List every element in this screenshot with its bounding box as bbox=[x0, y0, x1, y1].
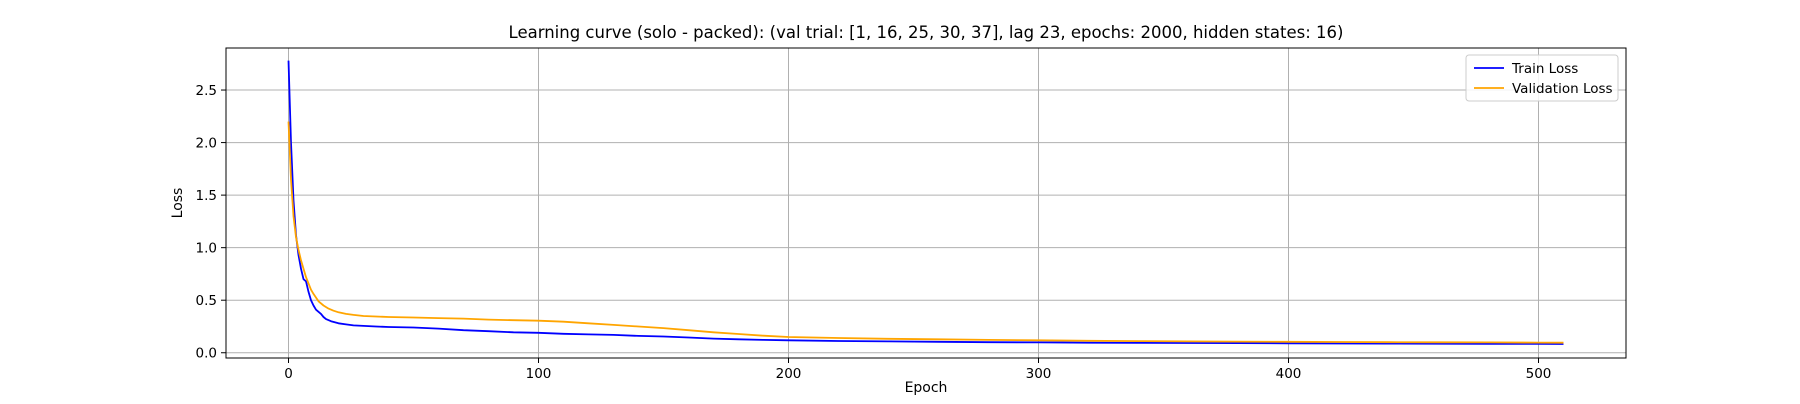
x-tick-label: 300 bbox=[1026, 366, 1052, 382]
chart-title: Learning curve (solo - packed): (val tri… bbox=[509, 23, 1344, 42]
series-line-train-loss bbox=[287, 60, 1564, 345]
x-tick-label: 0 bbox=[284, 366, 293, 382]
x-tick-label: 400 bbox=[1276, 366, 1302, 382]
x-tick-label: 100 bbox=[526, 366, 552, 382]
y-tick-label: 1.0 bbox=[196, 241, 217, 257]
series-line-validation-loss bbox=[287, 121, 1564, 344]
y-tick-label: 2.0 bbox=[196, 136, 217, 152]
legend: Train Loss Validation Loss bbox=[1465, 54, 1619, 102]
grid-layer bbox=[226, 48, 1626, 358]
legend-label: Validation Loss bbox=[1512, 81, 1613, 97]
x-tick-label: 500 bbox=[1526, 366, 1552, 382]
legend-label: Train Loss bbox=[1511, 61, 1578, 77]
series-layer bbox=[287, 60, 1564, 345]
ticks-layer: 0 100 200 300 400 500 0.0 0.5 1.0 1.5 2.0 2.5 bbox=[196, 83, 1552, 382]
plot-frame bbox=[225, 47, 1627, 359]
y-tick-label: 0.5 bbox=[196, 293, 217, 309]
y-tick-label: 2.5 bbox=[196, 83, 217, 99]
legend-box bbox=[1465, 54, 1619, 102]
y-tick-label: 1.5 bbox=[196, 188, 217, 204]
y-axis-label: Loss bbox=[170, 188, 186, 219]
y-tick-label: 0.0 bbox=[196, 346, 217, 362]
x-tick-label: 200 bbox=[776, 366, 802, 382]
x-axis-label: Epoch bbox=[905, 380, 948, 396]
